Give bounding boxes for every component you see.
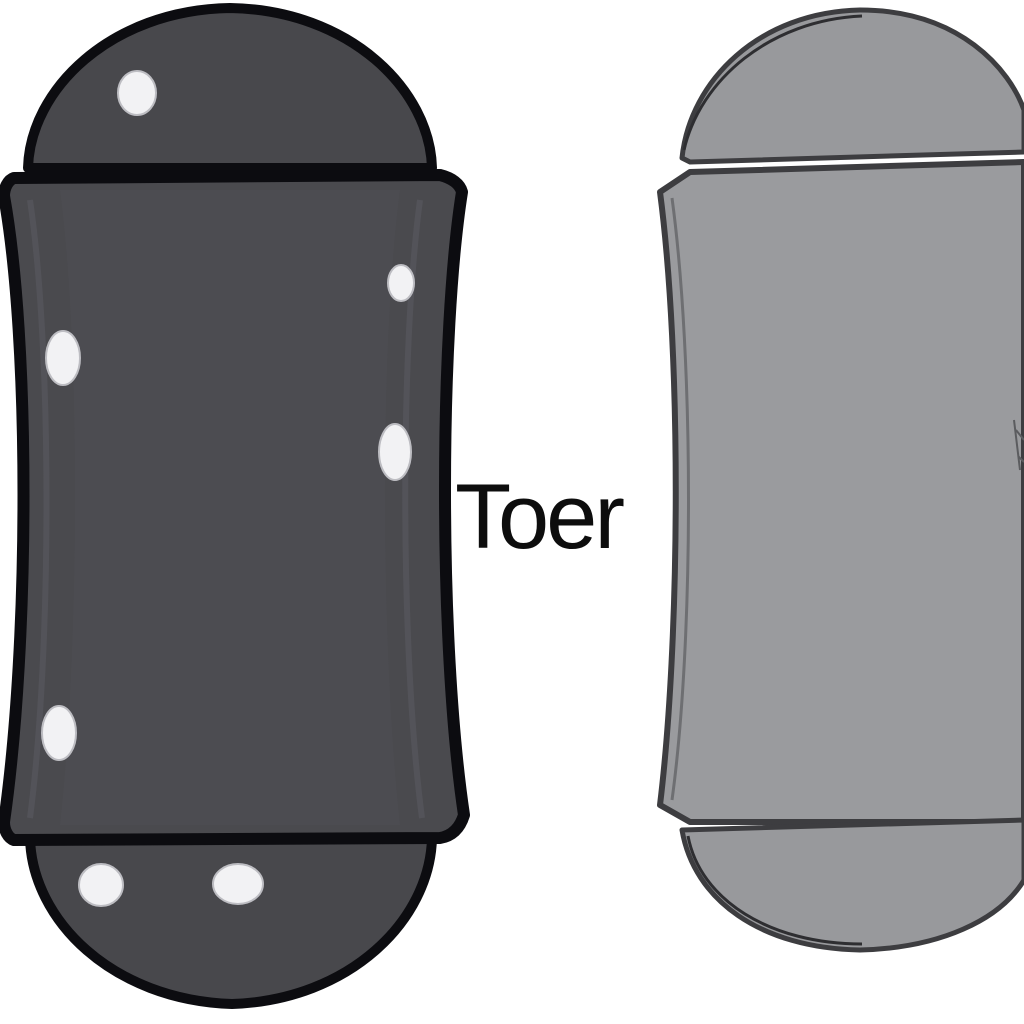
dark-pad-dot [117,70,157,116]
light-pad-left-edge [670,197,690,801]
dark-pad-top-cap [23,3,437,173]
light-pad-bottom-cap-edge [686,835,863,946]
dark-pad [0,3,470,1009]
dark-pad-dot [212,863,264,905]
light-pad-top-cap [679,7,1024,165]
light-pad-bottom-cap [679,817,1024,953]
dark-pad-bottom-cap [25,833,437,1009]
dark-pad-dot [378,423,412,481]
dark-pad-dot [387,264,415,302]
light-pad-body [657,159,1024,825]
toer-label: Toer [455,466,625,568]
dark-pad-left-highlight [27,199,50,819]
dark-pad-right-highlight [402,199,425,819]
dark-pad-inner-shade [60,190,400,825]
light-pad-right-sketch [1013,419,1024,471]
dark-pad-dot [45,330,81,386]
light-pad-top-cap-edge [682,14,863,151]
dark-pad-dot [41,705,77,761]
dark-pad-dot [78,863,124,907]
light-pad [657,7,1024,953]
